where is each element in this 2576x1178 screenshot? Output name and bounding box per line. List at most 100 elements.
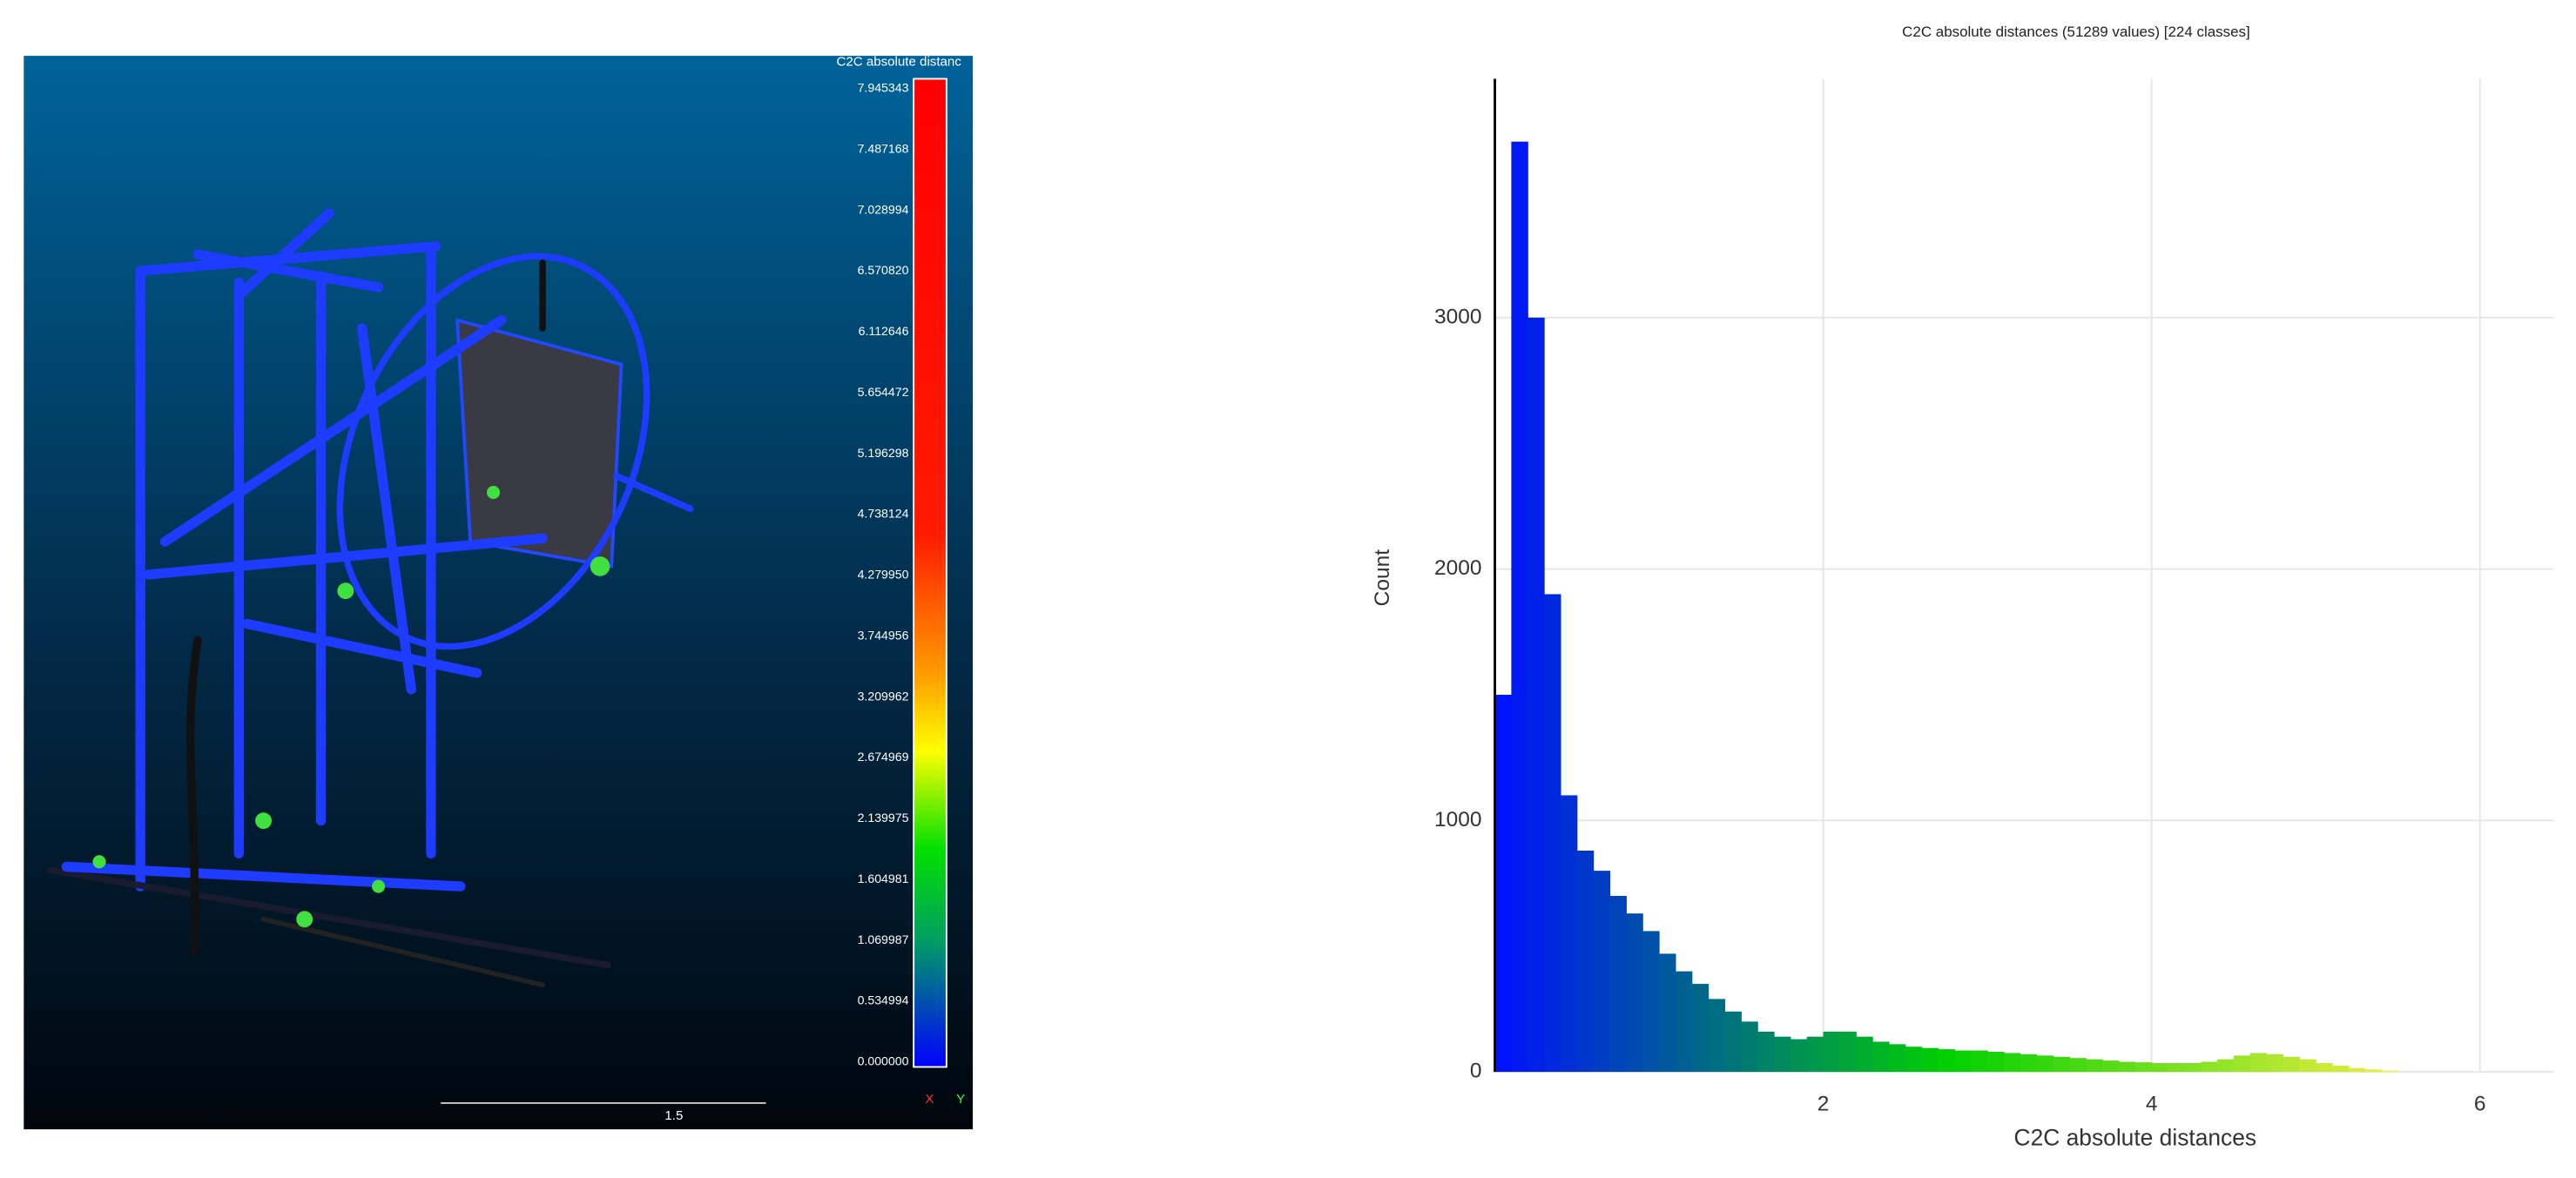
bar bbox=[1544, 594, 1561, 1073]
histogram: C2C absolute distances (51289 values) [2… bbox=[1371, 24, 2554, 1150]
beam bbox=[159, 314, 507, 547]
bar bbox=[1839, 1031, 1857, 1073]
bar bbox=[1790, 1039, 1808, 1073]
bar bbox=[1511, 141, 1528, 1073]
bar bbox=[1757, 1031, 1775, 1073]
beam bbox=[192, 249, 384, 293]
colorbar-labels: 7.945343 7.487168 7.028994 6.570820 6.112646… bbox=[858, 81, 909, 1068]
bar bbox=[2086, 1059, 2103, 1073]
bar bbox=[1593, 871, 1611, 1073]
y-tick-label: 2000 bbox=[1434, 556, 1482, 580]
base bbox=[46, 866, 612, 969]
bar bbox=[2020, 1053, 2038, 1073]
beam bbox=[242, 618, 482, 678]
bar bbox=[2316, 1063, 2333, 1073]
point-cloud bbox=[46, 208, 694, 988]
base bbox=[61, 861, 466, 892]
bar bbox=[2184, 1063, 2202, 1073]
bar bbox=[2134, 1062, 2153, 1073]
bar bbox=[1708, 999, 1726, 1073]
bar bbox=[1494, 694, 1512, 1073]
bar bbox=[1872, 1041, 1890, 1073]
colorbar-label: 3.209962 bbox=[858, 689, 909, 703]
mount bbox=[613, 472, 694, 513]
bar bbox=[1823, 1031, 1841, 1073]
y-tick-label: 3000 bbox=[1434, 305, 1482, 328]
colorbar-label: 7.487168 bbox=[858, 141, 909, 155]
bar bbox=[1806, 1036, 1824, 1073]
y-axis-label: Count bbox=[1371, 549, 1394, 607]
bar bbox=[2364, 1069, 2383, 1073]
bar bbox=[2102, 1060, 2120, 1073]
bar bbox=[1626, 913, 1643, 1073]
y-tick-label: 1000 bbox=[1434, 808, 1482, 831]
colorbar-title: C2C absolute distanc bbox=[837, 55, 962, 70]
bar bbox=[2299, 1059, 2316, 1073]
bar bbox=[2233, 1055, 2251, 1073]
bar bbox=[1724, 1011, 1742, 1073]
axis-label: Y bbox=[956, 1092, 965, 1107]
bar bbox=[1691, 984, 1709, 1073]
bar bbox=[1642, 931, 1660, 1073]
bar bbox=[2249, 1053, 2268, 1073]
bar bbox=[1774, 1036, 1791, 1073]
colorbar-label: 5.196298 bbox=[858, 446, 909, 460]
highlights bbox=[92, 486, 610, 928]
bar bbox=[1675, 971, 1693, 1073]
chart-title: C2C absolute distances (51289 values) [2… bbox=[1902, 24, 2250, 40]
cable bbox=[185, 636, 202, 957]
y-tick-label: 0 bbox=[1470, 1060, 1482, 1083]
viewer-background bbox=[24, 56, 974, 1130]
bar bbox=[1659, 953, 1676, 1073]
axis-label: X bbox=[925, 1092, 934, 1107]
bar bbox=[2332, 1065, 2350, 1073]
colorbar-label: 7.028994 bbox=[858, 202, 909, 216]
colorbar-label: 2.139975 bbox=[858, 811, 909, 825]
bar bbox=[2151, 1063, 2169, 1073]
bar bbox=[1741, 1021, 1758, 1073]
bar bbox=[1921, 1047, 1939, 1073]
bar bbox=[2201, 1061, 2218, 1073]
bar bbox=[1938, 1049, 1956, 1073]
bar bbox=[2283, 1056, 2300, 1073]
colorbar-label: 6.570820 bbox=[858, 263, 909, 277]
colorbar-label: 3.744956 bbox=[858, 628, 909, 642]
colorbar-label: 4.738124 bbox=[858, 507, 909, 521]
bar bbox=[1954, 1050, 1972, 1073]
colorbar-label: 2.674969 bbox=[858, 750, 909, 764]
bar bbox=[2348, 1067, 2366, 1073]
bar bbox=[1905, 1047, 1923, 1073]
bar bbox=[1576, 850, 1595, 1073]
x-tick-label: 2 bbox=[1817, 1092, 1830, 1115]
bar bbox=[1609, 895, 1627, 1073]
bar bbox=[2168, 1063, 2185, 1073]
x-tick-label: 4 bbox=[2146, 1092, 2158, 1115]
colorbar bbox=[913, 77, 947, 1068]
ring bbox=[336, 252, 651, 650]
bar bbox=[1560, 795, 1578, 1073]
beam bbox=[135, 241, 442, 276]
viewer: C2C absolute distanc 7.945343 7.487168 7.0… bbox=[24, 55, 974, 1130]
bar bbox=[1971, 1050, 1988, 1073]
bar bbox=[2118, 1061, 2136, 1073]
x-tick-label: 6 bbox=[2474, 1092, 2486, 1115]
colorbar-label: 0.534994 bbox=[858, 993, 909, 1007]
bar bbox=[2266, 1053, 2284, 1073]
bar bbox=[2053, 1056, 2070, 1073]
colorbar-label: 5.654472 bbox=[858, 385, 909, 399]
bar bbox=[1527, 317, 1545, 1073]
bar bbox=[1856, 1036, 1873, 1073]
bar bbox=[2036, 1055, 2054, 1073]
bar bbox=[2003, 1053, 2021, 1073]
x-axis-label: C2C absolute distances bbox=[2014, 1124, 2257, 1150]
bar bbox=[1987, 1052, 2005, 1073]
colorbar-label: 1.069987 bbox=[858, 932, 909, 946]
colorbar-label: 7.945343 bbox=[858, 81, 909, 95]
bar bbox=[1889, 1044, 1906, 1073]
colorbar-label: 4.279950 bbox=[858, 568, 909, 582]
bar bbox=[2217, 1059, 2235, 1073]
colorbar-label: 0.000000 bbox=[858, 1054, 909, 1068]
beam bbox=[233, 208, 334, 301]
